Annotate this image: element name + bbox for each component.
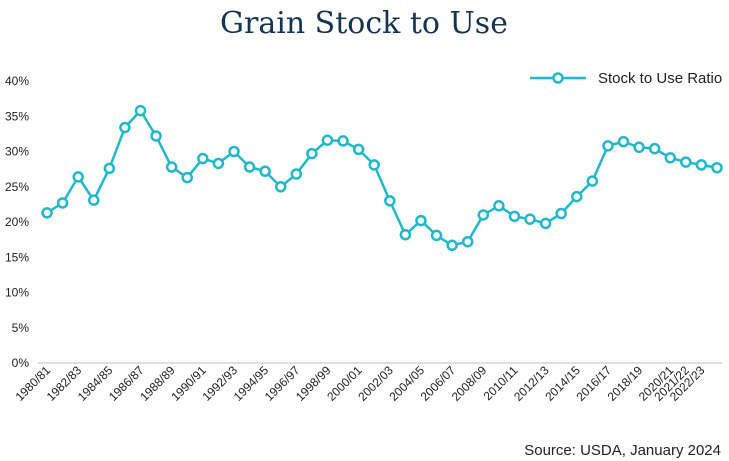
data-point-2004-05 bbox=[415, 214, 427, 227]
data-point-2015-16 bbox=[586, 175, 599, 187]
data-point-2003-04 bbox=[399, 228, 412, 241]
data-point-1995-96 bbox=[274, 181, 287, 193]
data-point-1980-81 bbox=[41, 207, 53, 219]
data-point-2000-01 bbox=[352, 143, 365, 156]
legend-marker-swatch bbox=[552, 72, 564, 84]
series-line-stock-to-use bbox=[46, 109, 718, 247]
data-point-2007-08 bbox=[461, 235, 474, 248]
data-point-2010-11 bbox=[508, 210, 521, 223]
data-point-2011-12 bbox=[524, 213, 536, 225]
data-point-2002-03 bbox=[384, 195, 396, 207]
data-point-2021-22 bbox=[680, 156, 692, 168]
y-tick-label: 15% bbox=[5, 250, 29, 264]
y-tick-label: 35% bbox=[5, 109, 29, 123]
y-axis-ticks: 0% 5% 10% 15% 20% 25% 30% 35% 40% bbox=[5, 74, 29, 370]
y-tick-label: 0% bbox=[12, 356, 30, 370]
data-point-2009-10 bbox=[493, 200, 505, 212]
data-point-1988-89 bbox=[165, 161, 178, 173]
x-tick-label: 2008/09 bbox=[449, 363, 490, 404]
data-point-1991-92 bbox=[212, 157, 225, 170]
data-point-2018-19 bbox=[633, 141, 645, 154]
y-tick-label: 40% bbox=[5, 74, 29, 88]
data-point-1996-97 bbox=[290, 168, 303, 180]
data-point-2005-06 bbox=[430, 229, 443, 242]
chart-title: Grain Stock to Use bbox=[220, 6, 508, 41]
data-point-2020-21 bbox=[664, 152, 677, 164]
data-point-1982-83 bbox=[72, 171, 84, 183]
data-point-1986-87 bbox=[134, 104, 147, 117]
data-point-1994-95 bbox=[259, 165, 271, 177]
data-point-2023-24 bbox=[711, 161, 723, 174]
series-layer bbox=[41, 104, 723, 252]
data-point-1997-98 bbox=[306, 147, 318, 160]
legend-label: Stock to Use Ratio bbox=[598, 70, 722, 87]
data-point-1992-93 bbox=[228, 145, 240, 158]
data-point-2006-07 bbox=[446, 239, 458, 252]
data-point-2017-18 bbox=[617, 135, 630, 148]
data-point-1981-82 bbox=[56, 197, 69, 209]
legend: Stock to Use Ratio bbox=[530, 70, 722, 87]
data-point-1984-85 bbox=[103, 162, 116, 175]
data-point-1993-94 bbox=[243, 161, 256, 173]
data-point-1987-88 bbox=[150, 130, 162, 142]
data-point-2012-13 bbox=[539, 217, 552, 230]
y-tick-label: 20% bbox=[5, 215, 29, 229]
y-tick-label: 30% bbox=[5, 145, 29, 159]
x-axis-ticks: 1980/811982/831984/851986/871988/891990/… bbox=[13, 363, 708, 404]
data-point-1983-84 bbox=[87, 194, 100, 206]
data-point-2008-09 bbox=[477, 209, 490, 221]
data-point-2022-23 bbox=[695, 159, 708, 171]
data-point-1985-86 bbox=[119, 121, 131, 134]
y-tick-label: 10% bbox=[5, 286, 29, 300]
data-point-2016-17 bbox=[602, 140, 614, 152]
data-point-2014-15 bbox=[571, 190, 583, 203]
source-note: Source: USDA, January 2024 bbox=[524, 442, 721, 459]
data-point-1998-99 bbox=[321, 134, 334, 146]
data-point-2001-02 bbox=[368, 159, 380, 171]
data-point-1990-91 bbox=[197, 152, 209, 165]
data-point-2013-14 bbox=[555, 207, 567, 220]
data-point-1999-00 bbox=[337, 135, 349, 147]
y-tick-label: 5% bbox=[12, 321, 30, 335]
data-point-2019-20 bbox=[648, 142, 661, 155]
data-point-1989-90 bbox=[181, 171, 193, 184]
y-tick-label: 25% bbox=[5, 180, 29, 194]
